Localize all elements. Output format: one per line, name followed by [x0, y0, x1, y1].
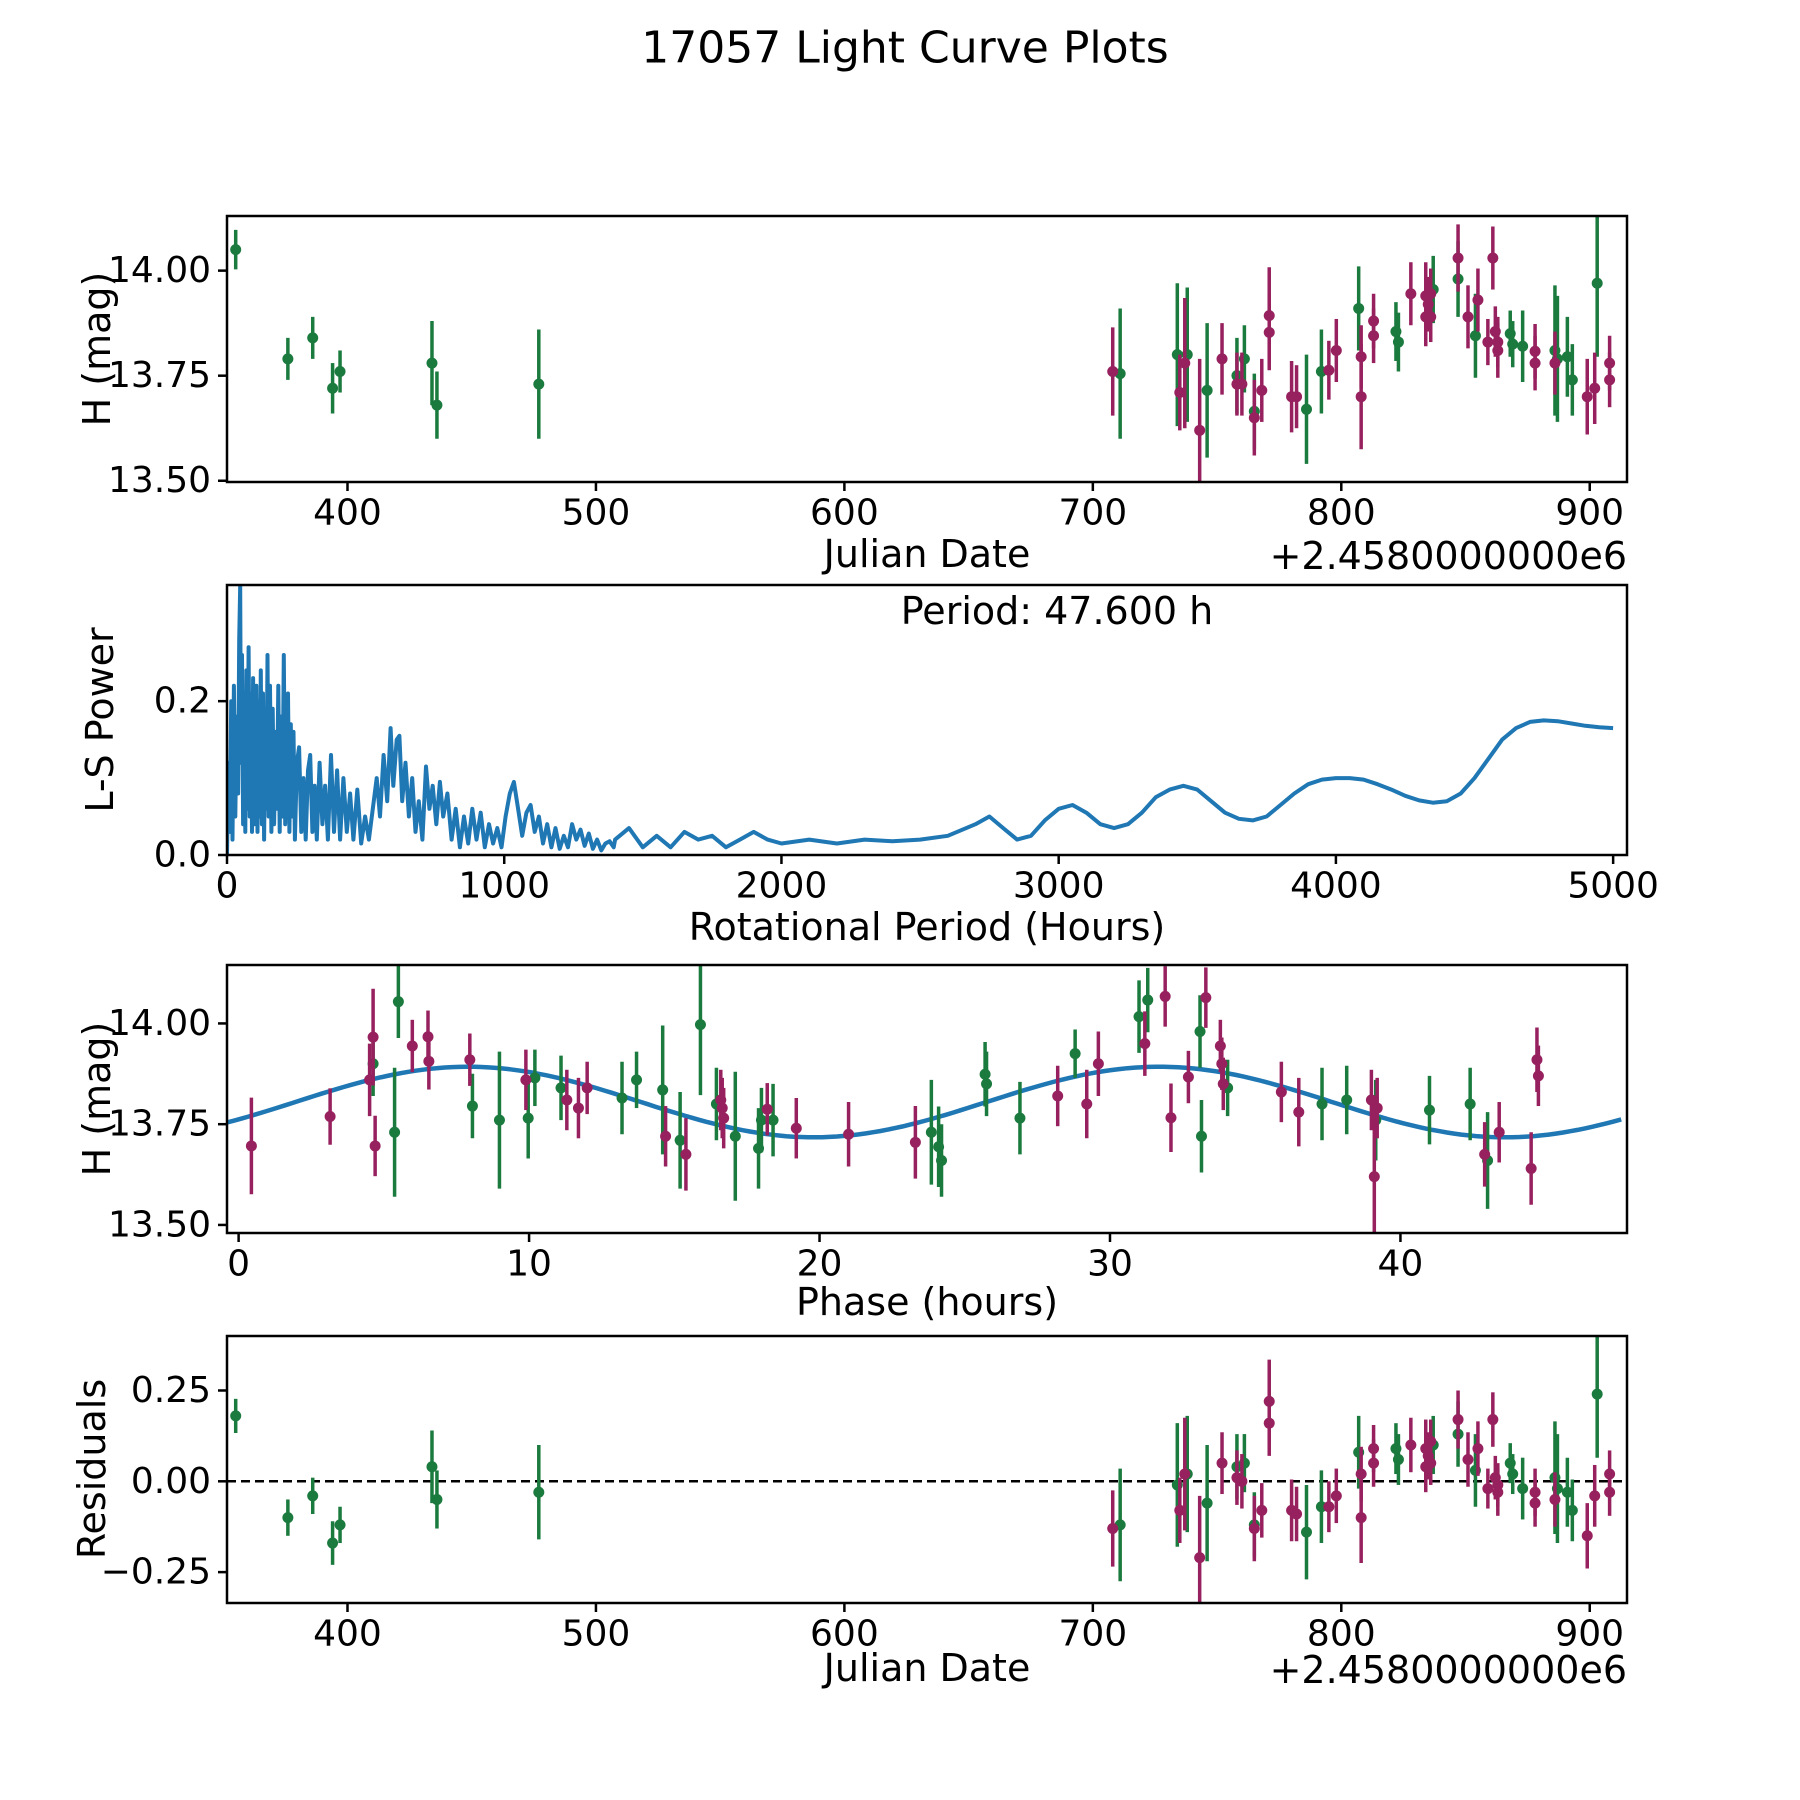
light-curve-x-tick: 900: [1555, 493, 1624, 534]
residuals-y-tick: 0.00: [131, 1461, 211, 1502]
light-curve-survey-1-points: [230, 216, 1603, 464]
light-curve-data: [230, 216, 1616, 482]
phased-light-curve-x-tick: 30: [1087, 1244, 1133, 1285]
phased-light-curve-data: [227, 965, 1622, 1233]
residuals-y-tick: −0.25: [101, 1552, 211, 1593]
periodogram-y-tick: 0.0: [154, 835, 211, 876]
residuals-frame: [225, 1334, 1629, 1605]
light-curve-x-tick: 600: [810, 493, 879, 534]
light-curve-survey-2-points: [1107, 224, 1616, 482]
figure-title: 17057 Light Curve Plots: [641, 22, 1169, 74]
residuals-y-tick: 0.25: [131, 1370, 211, 1411]
sine-fit-curve: [227, 1064, 1622, 1140]
phased-light-curve-frame: [225, 963, 1629, 1235]
residuals-survey-2-points: [1107, 1359, 1616, 1603]
residuals-data: [227, 1336, 1627, 1603]
residuals-x-tick: 400: [313, 1614, 382, 1655]
periodogram-data: [227, 585, 1614, 855]
plot3-x-axis-label: Phase (hours): [795, 1280, 1059, 1324]
plot2-y-axis-label: L-S Power: [78, 627, 122, 813]
periodogram-x-tick: 0: [216, 866, 239, 907]
plot1-x-axis-label: Julian Date: [823, 532, 1031, 576]
light-curve-y-tick: 13.50: [108, 460, 211, 501]
light-curve-frame: [225, 214, 1629, 484]
periodogram-y-tick: 0.2: [154, 681, 211, 722]
light-curve-x-tick: 800: [1307, 493, 1376, 534]
plot4-x-axis-offset: +2.4580000000e6: [1269, 1648, 1627, 1692]
periodogram-x-tick: 5000: [1567, 866, 1659, 907]
plot1-y-axis-label: H (mag): [75, 271, 119, 427]
phased-light-curve-x-tick: 40: [1378, 1244, 1424, 1285]
plot2-x-axis-label: Rotational Period (Hours): [688, 905, 1166, 949]
residuals-x-tick: 500: [562, 1614, 631, 1655]
residuals-survey-1-points: [230, 1336, 1603, 1582]
ls-power-line: [227, 585, 1614, 855]
periodogram-period-annotation: Period: 47.600 h: [900, 589, 1214, 633]
phased-light-curve-survey-1-points: [367, 965, 1494, 1209]
plot4-y-axis-label: Residuals: [70, 1378, 114, 1560]
residuals-x-tick: 800: [1307, 1614, 1376, 1655]
light-curve-y-tick: 14.00: [108, 250, 211, 291]
plot4-x-axis-label: Julian Date: [823, 1646, 1031, 1690]
phased-light-curve-y-tick: 13.50: [108, 1204, 211, 1245]
light-curve-x-tick: 400: [313, 493, 382, 534]
plot1-x-axis-offset: +2.4580000000e6: [1269, 534, 1627, 578]
phased-light-curve-y-tick: 13.75: [108, 1104, 211, 1145]
phased-light-curve-x-tick: 20: [797, 1244, 843, 1285]
phased-light-curve-x-tick: 0: [227, 1244, 250, 1285]
phased-light-curve-x-tick: 10: [506, 1244, 552, 1285]
light-curve-x-tick: 500: [562, 493, 631, 534]
light-curve-x-tick: 700: [1058, 493, 1127, 534]
phased-light-curve-survey-2-points: [245, 966, 1544, 1233]
periodogram-x-tick: 4000: [1290, 866, 1382, 907]
phased-light-curve-y-tick: 14.00: [108, 1003, 211, 1044]
periodogram-x-tick: 3000: [1013, 866, 1105, 907]
residuals-x-tick: 600: [810, 1614, 879, 1655]
periodogram-x-tick: 1000: [458, 866, 550, 907]
plot3-y-axis-label: H (mag): [75, 1021, 119, 1177]
residuals-x-tick: 700: [1058, 1614, 1127, 1655]
residuals-x-tick: 900: [1555, 1614, 1624, 1655]
light-curve-y-tick: 13.75: [108, 355, 211, 396]
periodogram-frame: [225, 583, 1629, 857]
periodogram-x-tick: 2000: [736, 866, 828, 907]
